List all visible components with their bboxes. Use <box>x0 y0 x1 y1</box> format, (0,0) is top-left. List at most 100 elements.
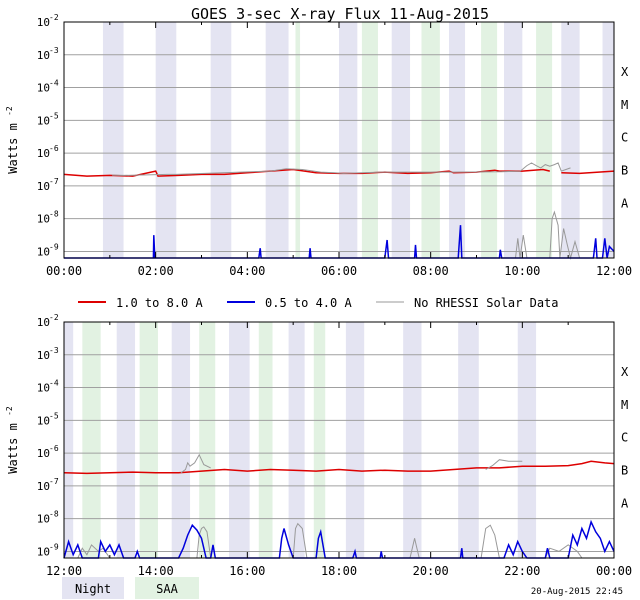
night-band <box>229 322 250 558</box>
x-tick-label: 12:00 <box>46 564 82 578</box>
y-tick-exponent: -9 <box>49 542 59 551</box>
y-tick-label: 10 <box>37 245 50 258</box>
top-panel: 10-910-810-710-610-510-410-310 -200:00 02:… <box>5 13 632 278</box>
y-tick-label: 10 <box>37 414 50 427</box>
night-band <box>504 22 523 258</box>
y-tick-exponent: -8 <box>49 210 59 219</box>
x-tick-label: 12:00 <box>596 264 632 278</box>
night-band <box>449 22 466 258</box>
x-tick-label: 00:00 <box>596 564 632 578</box>
series-line <box>485 459 523 470</box>
saa-band <box>481 22 498 258</box>
flare-class-label: A <box>621 196 629 210</box>
saa-band <box>536 22 553 258</box>
y-tick-exponent: -2 <box>49 13 59 22</box>
y-tick-label: 10 <box>37 49 50 62</box>
y-tick-label: 10 <box>37 213 50 226</box>
flare-class-label: M <box>621 98 628 112</box>
x-tick-label: 00:00 <box>46 264 82 278</box>
y-tick-label: 10 <box>37 349 50 362</box>
x-tick-label: 20:00 <box>413 564 449 578</box>
flare-class-label: X <box>621 365 629 379</box>
night-band <box>517 322 537 558</box>
night-band <box>561 22 580 258</box>
night-band <box>288 322 305 558</box>
saa-band <box>313 322 326 558</box>
flare-class-label: A <box>621 496 629 510</box>
y-tick-label: 10 <box>37 513 50 526</box>
night-band <box>345 322 365 558</box>
y-tick-exponent: -4 <box>49 379 59 388</box>
x-tick-label: 06:00 <box>321 264 357 278</box>
series-line <box>561 170 615 175</box>
y-axis-label: Watts m -2 <box>5 406 20 474</box>
saa-key-label: SAA <box>156 582 178 596</box>
y-tick-label: 10 <box>37 545 50 558</box>
series-line <box>112 162 571 176</box>
x-tick-label: 08:00 <box>413 264 449 278</box>
night-key-swatch <box>62 577 124 599</box>
night-band <box>403 322 422 558</box>
night-band <box>339 22 358 258</box>
y-axis-label-exponent: -2 <box>5 406 14 416</box>
x-tick-label: 22:00 <box>504 564 540 578</box>
series-line <box>63 168 550 177</box>
night-band <box>64 322 74 558</box>
x-tick-label: 10:00 <box>504 264 540 278</box>
saa-band <box>258 322 273 558</box>
y-tick-label: 10 <box>37 382 50 395</box>
y-tick-exponent: -7 <box>49 177 59 186</box>
night-band <box>210 22 232 258</box>
saa-key-swatch <box>135 577 199 599</box>
series-line <box>515 210 581 260</box>
night-band <box>155 22 177 258</box>
y-tick-exponent: -6 <box>49 144 59 153</box>
saa-band <box>139 322 158 558</box>
y-axis-label-exponent: -2 <box>5 106 14 116</box>
saa-band <box>295 22 301 258</box>
legend-label-short: 0.5 to 4.0 A <box>265 296 352 310</box>
x-tick-label: 16:00 <box>229 564 265 578</box>
y-tick-exponent: -5 <box>49 111 59 120</box>
flare-class-label: X <box>621 65 629 79</box>
series-line <box>180 453 211 474</box>
y-tick-label: 10 <box>37 82 50 95</box>
bottom-panel: 10-910-810-710-610-510-410-310 -212:00 14:… <box>5 313 632 578</box>
y-tick-label: 10 <box>37 316 50 329</box>
y-tick-exponent: -7 <box>49 477 59 486</box>
flare-class-label: C <box>621 131 628 145</box>
legend-label-long: 1.0 to 8.0 A <box>116 296 203 310</box>
saa-band <box>82 322 101 558</box>
x-tick-label: 14:00 <box>138 564 174 578</box>
y-tick-exponent: -9 <box>49 242 59 251</box>
y-tick-label: 10 <box>37 16 50 29</box>
night-band <box>265 22 289 258</box>
y-tick-label: 10 <box>37 114 50 127</box>
y-tick-exponent: -2 <box>49 313 59 322</box>
night-band <box>102 22 124 258</box>
series-line <box>63 460 615 475</box>
x-tick-label: 02:00 <box>138 264 174 278</box>
flare-class-label: M <box>621 398 628 412</box>
chart-title: GOES 3-sec X-ray Flux 11-Aug-2015 <box>191 5 489 23</box>
flare-class-label: B <box>621 164 628 178</box>
y-tick-label: 10 <box>37 180 50 193</box>
night-band <box>391 22 411 258</box>
y-tick-label: 10 <box>37 147 50 160</box>
night-band <box>116 322 136 558</box>
y-tick-label: 10 <box>37 480 50 493</box>
saa-band <box>421 22 440 258</box>
night-key-label: Night <box>75 582 111 596</box>
y-tick-exponent: -3 <box>49 46 59 55</box>
generated-timestamp: 20-Aug-2015 22:45 <box>531 587 623 597</box>
y-tick-label: 10 <box>37 447 50 460</box>
x-tick-label: 04:00 <box>229 264 265 278</box>
flare-class-label: C <box>621 431 628 445</box>
y-axis-label: Watts m -2 <box>5 106 20 174</box>
y-tick-exponent: -3 <box>49 346 59 355</box>
flare-class-label: B <box>621 464 628 478</box>
legend-label-no-rhessi: No RHESSI Solar Data <box>414 296 559 310</box>
y-tick-exponent: -5 <box>49 411 59 420</box>
legend: 1.0 to 8.0 A 0.5 to 4.0 A No RHESSI Sola… <box>78 296 559 310</box>
